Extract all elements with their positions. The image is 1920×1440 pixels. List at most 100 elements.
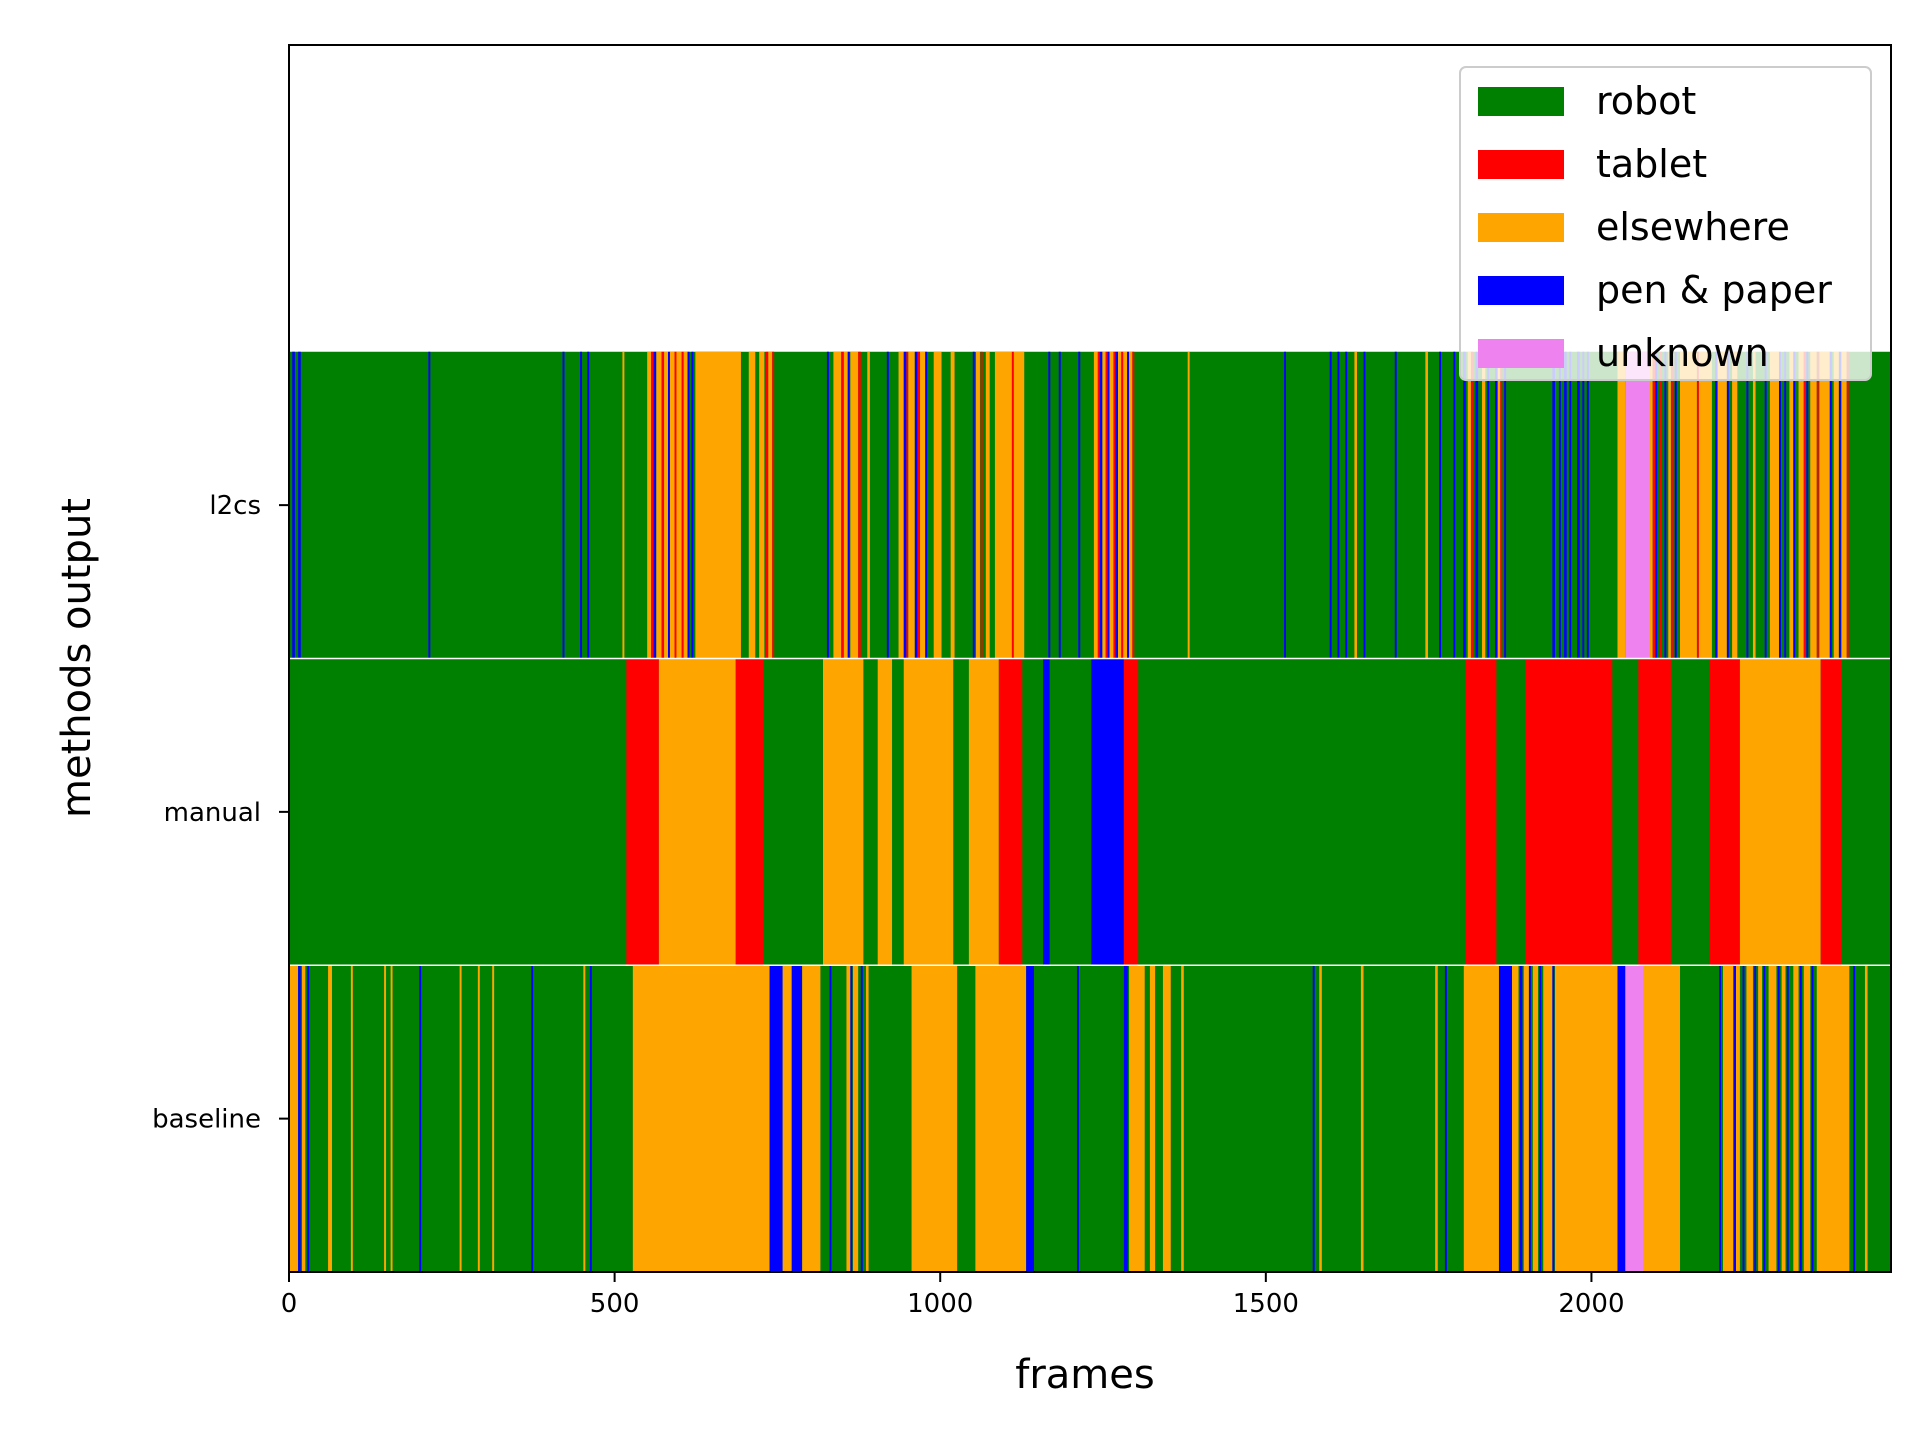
segment-elsewhere [1819,351,1830,659]
segment-elsewhere [1758,965,1763,1272]
segment-elsewhere [933,351,942,659]
segment-pen-paper [1453,351,1456,659]
segment-elsewhere [1425,351,1428,659]
segment-pen-paper [1498,965,1512,1272]
segment-elsewhere [748,351,756,659]
segment-pen-paper [1674,351,1677,659]
segment-pen-paper [886,351,889,659]
segment-elsewhere [1781,965,1786,1272]
segment-elsewhere [1864,965,1868,1272]
segment-elsewhere [350,965,353,1272]
segment-elsewhere [1816,965,1850,1272]
segment-pen-paper [298,351,301,659]
segment-elsewhere [1554,965,1618,1272]
segment-elsewhere [1793,965,1799,1272]
segment-elsewhere [664,351,669,659]
segment-pen-paper [1655,351,1658,659]
segment-pen-paper [428,351,431,659]
segment-pen-paper [1586,351,1589,659]
segment-pen-paper [1829,351,1832,659]
segment-elsewhere [683,351,688,659]
segment-elsewhere [768,351,773,659]
segment-pen-paper [1394,351,1397,659]
segment-tablet [858,351,861,659]
legend-swatch-robot [1478,87,1564,116]
segment-pen-paper [687,351,690,659]
segment-pen-paper [1664,351,1667,659]
segment-elsewhere [669,351,675,659]
x-tick-label: 0 [281,1289,298,1319]
segment-tablet [1465,658,1497,966]
segment-pen-paper [1793,351,1796,659]
segment-pen-paper [1726,351,1729,659]
segment-tablet [1500,351,1503,659]
legend-swatch-tablet [1478,150,1564,179]
segment-tablet [1011,351,1014,659]
y-tick-label-baseline: baseline [152,1105,261,1135]
segment-pen-paper [972,351,975,659]
segment-pen-paper [1026,965,1034,1272]
segment-pen-paper [1746,351,1749,659]
segment-pen-paper [914,351,918,659]
segment-pen-paper [1284,351,1287,659]
segment-pen-paper [531,965,534,1272]
segment-pen-paper [1777,965,1780,1272]
segment-tablet [1659,351,1662,659]
segment-robot [289,658,1891,966]
segment-elsewhere [898,351,904,659]
segment-pen-paper [589,965,592,1272]
segment-pen-paper [1552,965,1555,1272]
segment-elsewhere [328,965,332,1272]
segment-tablet [1470,351,1473,659]
segment-tablet [1113,351,1116,659]
segment-pen-paper [1475,351,1479,659]
segment-tablet [626,658,659,966]
segment-pen-paper [1076,965,1079,1272]
y-tick-label-manual: manual [164,798,261,828]
segment-elsewhere [1680,351,1697,659]
segment-tablet [674,351,677,659]
plot-area [289,351,1891,1272]
segment-elsewhere [1717,351,1727,659]
segment-elsewhere [1722,965,1734,1272]
segment-pen-paper [1058,351,1061,659]
segment-elsewhere [1768,965,1777,1272]
legend-label-elsewhere: elsewhere [1596,205,1790,249]
segment-tablet [906,351,909,659]
segment-elsewhere [1149,965,1156,1272]
plot-frame [288,44,1892,1273]
segment-pen-paper [1078,351,1081,659]
segment-elsewhere [975,965,1027,1272]
segment-elsewhere [1187,351,1190,659]
segment-tablet [1816,351,1819,659]
segment-elsewhere [1532,965,1539,1272]
legend-swatch-unknown [1478,339,1564,368]
row-l2cs [289,351,1891,659]
segment-elsewhere [1543,965,1553,1272]
segment-tablet [765,351,769,659]
segment-pen-paper [1617,965,1626,1272]
segment-pen-paper [1742,965,1745,1272]
segment-elsewhere [1463,965,1499,1272]
segment-pen-paper [1528,965,1531,1272]
segment-elsewhere [492,965,495,1272]
segment-elsewhere [1769,351,1779,659]
segment-tablet [1803,351,1806,659]
segment-elsewhere [1109,351,1114,659]
segment-elsewhere [985,351,990,659]
segment-pen-paper [1838,351,1841,659]
segment-elsewhere [1643,965,1681,1272]
segment-unknown [1625,965,1644,1272]
segment-elsewhere [1360,965,1364,1272]
segment-elsewhere [1435,965,1438,1272]
segment-pen-paper [791,965,803,1272]
legend-label-robot: robot [1596,79,1696,123]
segment-pen-paper [1043,658,1050,966]
segment-pen-paper [1806,351,1809,659]
segment-unknown [1625,351,1651,659]
segment-pen-paper [826,351,829,659]
segment-elsewhere [622,351,625,659]
segment-elsewhere [1102,351,1106,659]
segment-pen-paper [1778,351,1781,659]
